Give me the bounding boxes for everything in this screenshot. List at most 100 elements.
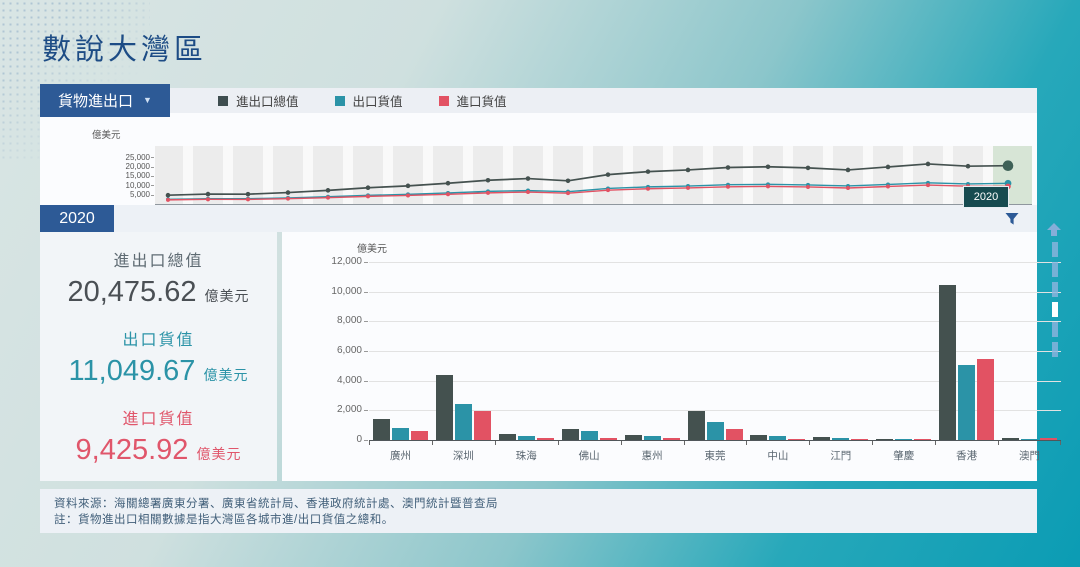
city-label-廣州: 廣州	[389, 450, 411, 462]
bar-gridline	[369, 262, 1061, 263]
timeline-point	[846, 186, 850, 191]
stat-export-label: 出口貨值	[122, 331, 195, 349]
city-label-惠州: 惠州	[641, 450, 663, 462]
timeline-point	[766, 184, 770, 189]
bar-廣州-2[interactable]	[410, 431, 428, 440]
bar-澳門-0[interactable]	[1002, 438, 1020, 440]
legend-bar: 進出口總值 出口貨值 進口貨值	[170, 88, 1037, 113]
legend-label-export: 出口貨值	[352, 95, 403, 109]
bar-ytick-label: 2,000	[336, 404, 362, 416]
bar-東莞-0[interactable]	[687, 411, 705, 440]
stat-import-unit: 億美元	[196, 445, 242, 462]
bar-澳門-1[interactable]	[1021, 439, 1039, 440]
section-nav-dash[interactable]	[1052, 342, 1058, 357]
bar-ytick	[364, 321, 368, 323]
city-label-江門: 江門	[830, 450, 852, 462]
bar-ytick	[364, 262, 368, 263]
timeline-point	[566, 191, 570, 196]
timeline-line-1	[167, 182, 1009, 201]
section-nav-dash[interactable]	[1052, 242, 1058, 257]
bar-中山-1[interactable]	[769, 435, 787, 440]
bar-佛山-0[interactable]	[561, 429, 579, 440]
selected-year-box[interactable]: 2020	[40, 205, 114, 232]
timeline-year-tooltip: 2020	[963, 186, 1009, 208]
bar-廣州-1[interactable]	[391, 428, 409, 440]
section-nav-dash[interactable]	[1052, 322, 1058, 337]
city-label-肇慶: 肇慶	[893, 450, 915, 462]
timeline-ytick	[151, 175, 154, 177]
bar-肇慶-0[interactable]	[876, 439, 894, 440]
city-label-東莞: 東莞	[704, 450, 726, 462]
city-label-香港: 香港	[956, 450, 978, 462]
bar-江門-1[interactable]	[832, 437, 850, 440]
bar-江門-2[interactable]	[851, 439, 869, 440]
bar-肇慶-2[interactable]	[914, 439, 932, 440]
timeline-point	[526, 190, 530, 195]
timeline-point	[485, 177, 491, 183]
bar-xtick	[620, 441, 622, 445]
bar-深圳-2[interactable]	[473, 410, 491, 440]
bar-珠海-2[interactable]	[536, 437, 554, 440]
timeline-ytick-label: 25,000	[125, 152, 150, 162]
bar-廣州-0[interactable]	[372, 419, 390, 440]
timeline-point	[565, 178, 571, 184]
bar-中山-0[interactable]	[750, 435, 768, 440]
bar-ytick	[364, 410, 368, 412]
timeline-point	[646, 186, 650, 191]
bar-香港-0[interactable]	[939, 284, 957, 440]
year-row: 2020	[40, 205, 1037, 232]
timeline-ytick	[151, 157, 154, 159]
section-nav-dash[interactable]	[1052, 262, 1058, 277]
bar-中山-2[interactable]	[788, 439, 806, 440]
scroll-up-arrow-icon[interactable]	[1046, 223, 1062, 236]
bar-澳門-2[interactable]	[1040, 438, 1058, 440]
bar-惠州-1[interactable]	[643, 436, 661, 440]
bar-惠州-0[interactable]	[624, 434, 642, 440]
bar-xtick	[369, 441, 370, 445]
bar-東莞-2[interactable]	[725, 429, 743, 440]
footer: 資料來源：海關總署廣東分署、廣東省統計局、香港政府統計處、澳門統計暨普查局 註：…	[40, 489, 1037, 533]
legend-swatch-export	[334, 95, 345, 106]
bar-肇慶-1[interactable]	[895, 439, 913, 440]
page-title: 數說大灣區	[42, 34, 208, 66]
bar-深圳-1[interactable]	[454, 403, 472, 440]
bar-惠州-2[interactable]	[662, 438, 680, 440]
bar-珠海-1[interactable]	[517, 436, 535, 440]
legend-item-total[interactable]: 進出口總值	[218, 91, 299, 110]
bar-佛山-2[interactable]	[599, 438, 617, 440]
bar-xtick	[746, 441, 748, 445]
city-bar-chart-panel: 億美元 廣州 深圳 珠海 佛山 惠州 東莞 中山 江門 肇慶 香港 澳門 0 2,000 4,000 6,…	[282, 232, 1061, 481]
timeline-ytick-label: 20,000	[125, 162, 150, 172]
timeline-series-svg	[165, 160, 1014, 202]
bar-ytick	[364, 380, 368, 382]
legend-item-import[interactable]: 進口貨值	[438, 91, 507, 110]
bar-東莞-1[interactable]	[706, 421, 724, 440]
bar-xtick	[1060, 441, 1061, 445]
topic-dropdown[interactable]: 貨物進出口 ▼	[40, 84, 170, 117]
bar-佛山-1[interactable]	[580, 431, 598, 440]
topic-dropdown-label: 貨物進出口	[58, 93, 134, 110]
stat-import-label: 進口貨值	[122, 410, 195, 428]
bar-珠海-0[interactable]	[498, 434, 516, 440]
bar-江門-0[interactable]	[813, 436, 831, 440]
timeline-point	[605, 172, 611, 177]
footer-note: 註：貨物進出口相關數據是指大灣區各城市進/出口貨值之總和。	[54, 514, 394, 526]
bar-ytick-label: 0	[356, 434, 362, 445]
stats-panel: 進出口總值 20,475.62 億美元 出口貨值 11,049.67 億美元 進…	[40, 232, 277, 481]
section-nav-dash[interactable]	[1052, 282, 1058, 297]
section-nav-dash-active[interactable]	[1052, 302, 1058, 317]
bar-xtick	[494, 441, 496, 445]
timeline-point	[886, 184, 890, 189]
filter-icon[interactable]	[1003, 210, 1021, 228]
bar-深圳-0[interactable]	[435, 374, 453, 440]
legend-item-export[interactable]: 出口貨值	[334, 91, 403, 110]
timeline-point	[926, 183, 930, 188]
bar-香港-2[interactable]	[977, 359, 995, 440]
city-label-珠海: 珠海	[515, 450, 537, 462]
timeline-ytick-label: 5,000	[129, 190, 150, 200]
timeline-selected-point-total[interactable]	[1002, 160, 1014, 171]
bar-ytick-label: 6,000	[336, 345, 362, 356]
timeline-point	[606, 188, 610, 193]
bar-香港-1[interactable]	[958, 365, 976, 440]
bar-gridline	[369, 291, 1061, 293]
